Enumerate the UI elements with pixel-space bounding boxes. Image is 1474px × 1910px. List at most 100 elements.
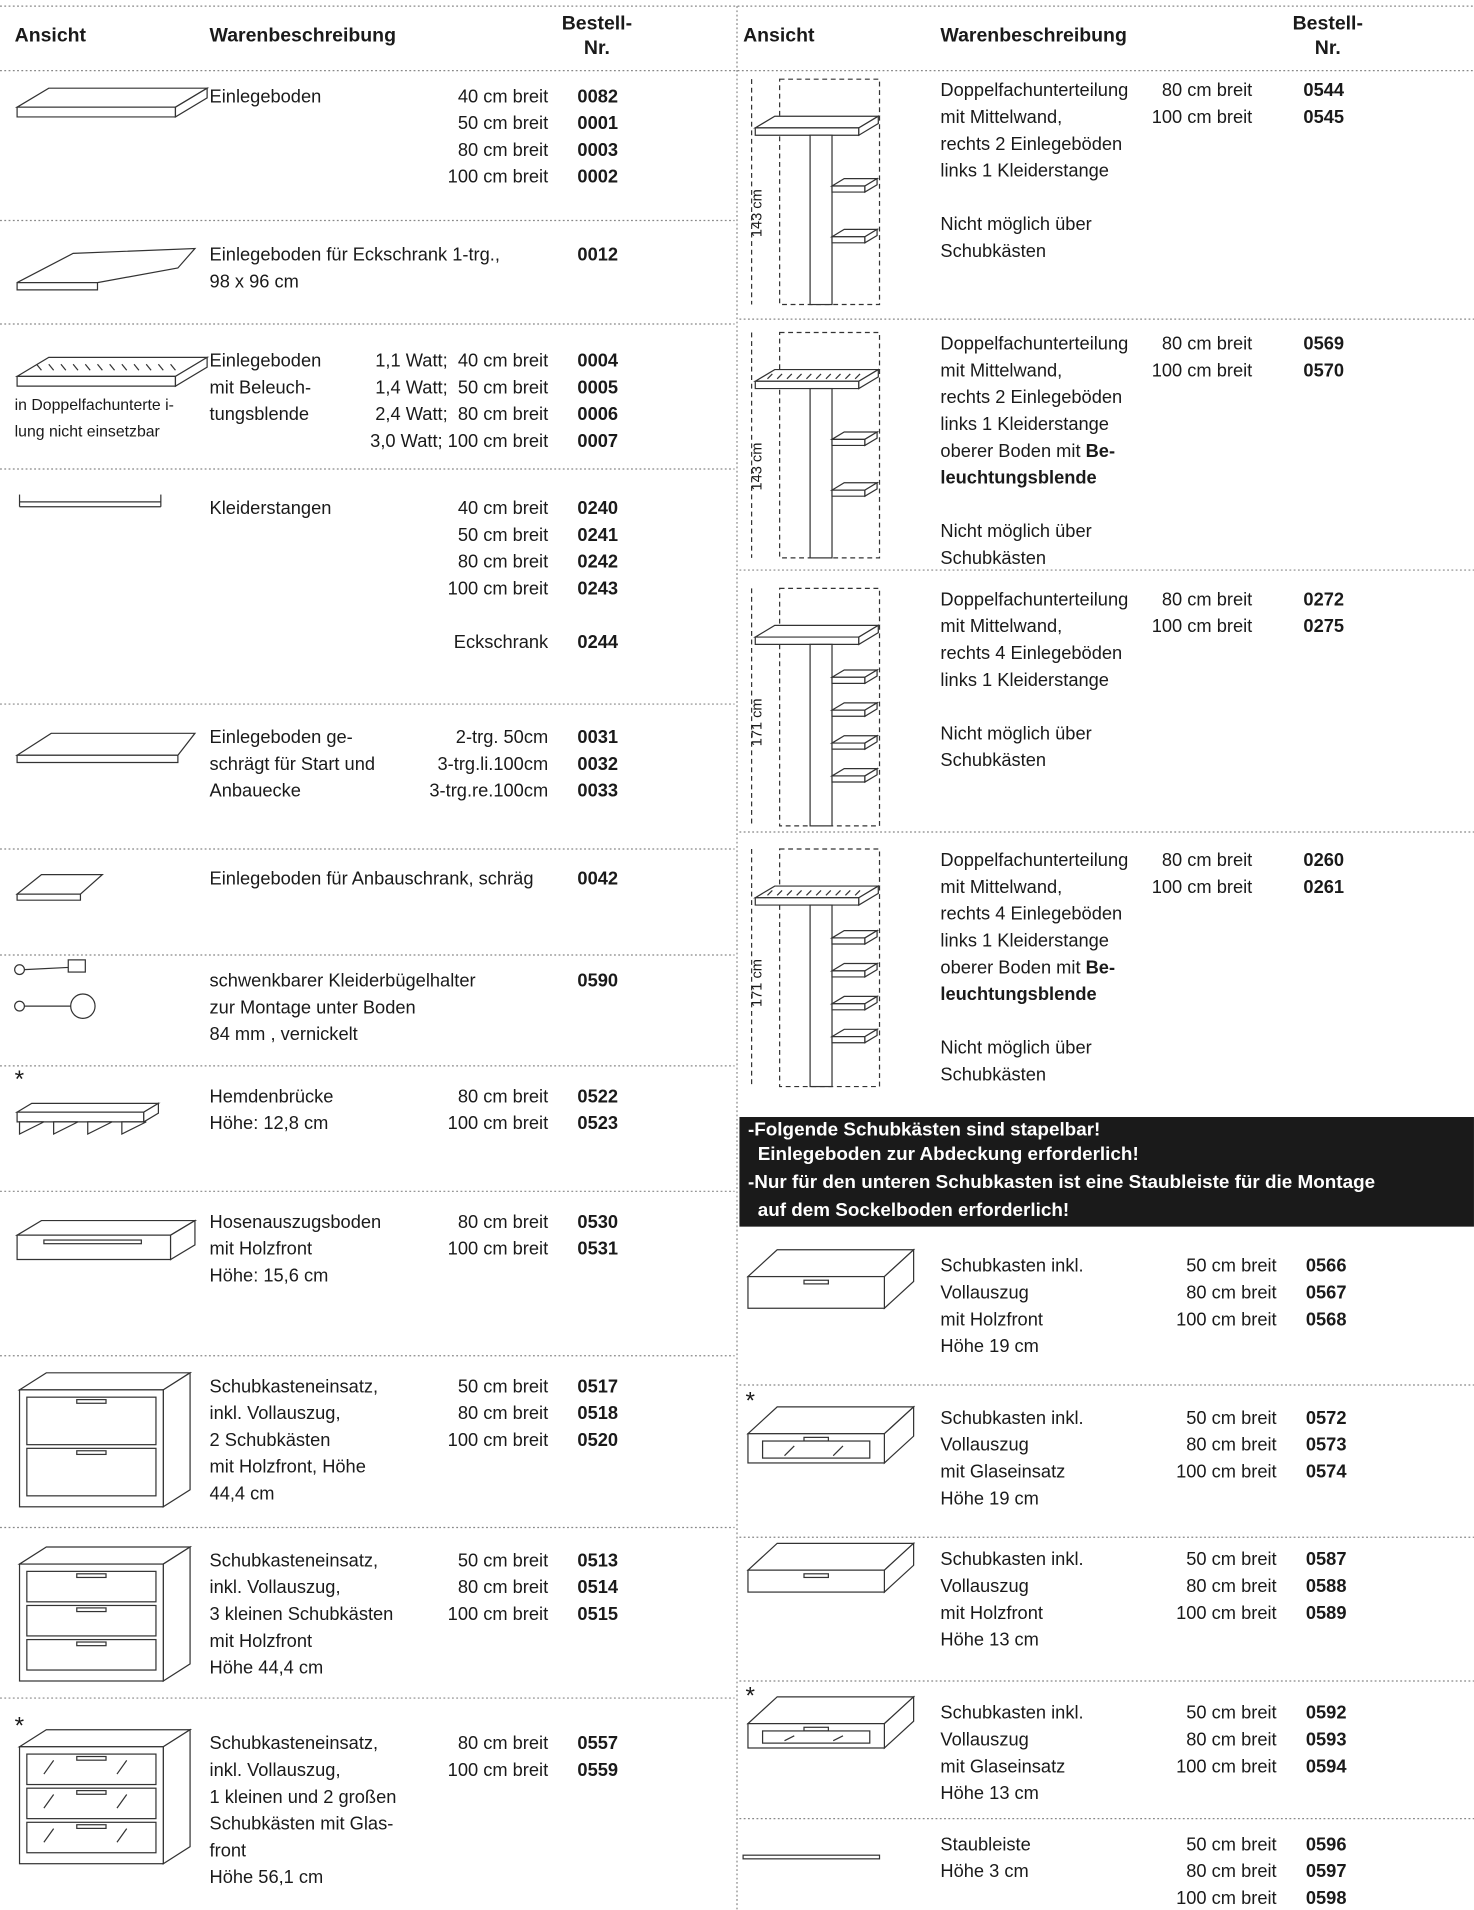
order-number: 0589 (1306, 1602, 1347, 1623)
order-number: 0557 (577, 1732, 618, 1753)
size: 50 cm breit (1186, 1407, 1276, 1428)
illustration (76, 1641, 107, 1647)
size: 1,4 Watt; 50 cm breit (375, 376, 548, 397)
order-number: 0004 (577, 350, 618, 371)
illustration (831, 709, 866, 717)
order-number: 0272 (1303, 588, 1344, 609)
illustration (121, 1121, 147, 1136)
size: 100 cm breit (1176, 1755, 1277, 1776)
description-line: Vollauszug (940, 1281, 1028, 1302)
size: 3-trg.re.100cm (429, 780, 548, 801)
order-number: 0082 (577, 85, 618, 106)
description-line: Einlegeboden (210, 350, 322, 371)
illustration (87, 1121, 113, 1136)
description-line: mit Holzfront, Höhe (210, 1456, 366, 1477)
illustration (14, 87, 210, 108)
illustration (809, 387, 833, 559)
description-line: Einlegeboden ge- (210, 726, 353, 747)
illustration (831, 185, 866, 193)
illustration (15, 732, 197, 756)
illustration (809, 134, 833, 306)
description-line: mit Mittelwand, (940, 106, 1062, 127)
illustration (17, 1546, 193, 1565)
illustration (16, 754, 179, 764)
description-bold: Be- (1086, 956, 1115, 977)
order-number: 0596 (1306, 1833, 1347, 1854)
description-line: Höhe: 15,6 cm (210, 1264, 329, 1285)
illustration (844, 373, 851, 380)
illustration (784, 1445, 795, 1457)
description-line: 84 mm , vernickelt (210, 1023, 358, 1044)
illustration (864, 668, 878, 685)
illustration (786, 373, 793, 380)
dimension-label: 171 cm (750, 698, 766, 746)
illustration (36, 363, 42, 371)
description-bold: leuchtungsblende (940, 983, 1096, 1004)
size: 80 cm breit (458, 139, 548, 160)
illustration (174, 87, 208, 119)
illustration (16, 106, 177, 118)
size: 50 cm breit (1186, 1833, 1276, 1854)
order-number: 0573 (1306, 1434, 1347, 1455)
order-number: 0593 (1306, 1729, 1347, 1750)
size: 50 cm breit (458, 524, 548, 545)
order-number: 0572 (1306, 1407, 1347, 1428)
order-number: 0544 (1303, 79, 1344, 100)
description-line: rechts 2 Einlegeböden (940, 386, 1122, 407)
order-number: 0244 (577, 631, 618, 652)
order-number: 0033 (577, 780, 618, 801)
description-line: mit Holzfront (940, 1308, 1043, 1329)
banner-line: auf dem Sockelboden erforderlich! (758, 1200, 1070, 1221)
description-line: oberer Boden mit Be- (940, 956, 1115, 977)
description-line: rechts 2 Einlegeböden (940, 133, 1122, 154)
illustration (864, 767, 878, 784)
size: 100 cm breit (448, 1238, 549, 1259)
illustration (864, 701, 878, 718)
description-line: Anbauecke (210, 780, 301, 801)
description-line: mit Beleuch- (210, 376, 312, 397)
size: 80 cm breit (1186, 1281, 1276, 1302)
illustration (854, 373, 861, 380)
illustration (18, 1121, 45, 1136)
size: 100 cm breit (1152, 106, 1253, 127)
illustration (121, 363, 128, 371)
size: 100 cm breit (448, 1112, 549, 1133)
description-line: Schubkasten inkl. (940, 1255, 1083, 1276)
description-line: inkl. Vollauszug, (210, 1759, 341, 1780)
order-number: 0592 (1306, 1702, 1347, 1723)
illustration (116, 1828, 128, 1843)
illustration (776, 890, 783, 896)
illustration (76, 1824, 107, 1829)
illustration (761, 1730, 871, 1744)
order-number: 0514 (577, 1576, 618, 1597)
description-line: Einlegeboden für Eckschrank 1-trg., (210, 244, 500, 265)
illustration (831, 236, 866, 244)
column-header: Bestell- (1293, 13, 1363, 35)
size: 80 cm breit (1186, 1860, 1276, 1881)
illustration (16, 893, 82, 901)
description-line: Doppelfachunterteilung (940, 588, 1128, 609)
illustration (14, 964, 26, 976)
description-line: 44,4 cm (210, 1482, 275, 1503)
description-line: Hosenauszugsboden (210, 1211, 382, 1232)
star-mark: * (15, 1713, 25, 1740)
illustration (67, 959, 86, 973)
illustration (825, 890, 832, 896)
description-note: Nicht möglich über (940, 1037, 1091, 1058)
illustration (162, 1545, 191, 1683)
description-note: Nicht möglich über (940, 520, 1091, 541)
column-header: Nr. (584, 37, 610, 59)
description-line: inkl. Vollauszug, (210, 1576, 341, 1597)
description-note: Nicht möglich über (940, 722, 1091, 743)
illustration (832, 1735, 844, 1742)
illustration (835, 890, 841, 896)
illustration (858, 624, 879, 646)
illustration (76, 1790, 107, 1795)
illustration-note: in Doppelfachunterte i- (15, 397, 174, 414)
description-line: mit Glaseinsatz (940, 1461, 1065, 1482)
illustration (806, 373, 812, 380)
illustration (803, 1573, 829, 1579)
illustration (753, 624, 881, 638)
order-number: 0042 (577, 867, 618, 888)
